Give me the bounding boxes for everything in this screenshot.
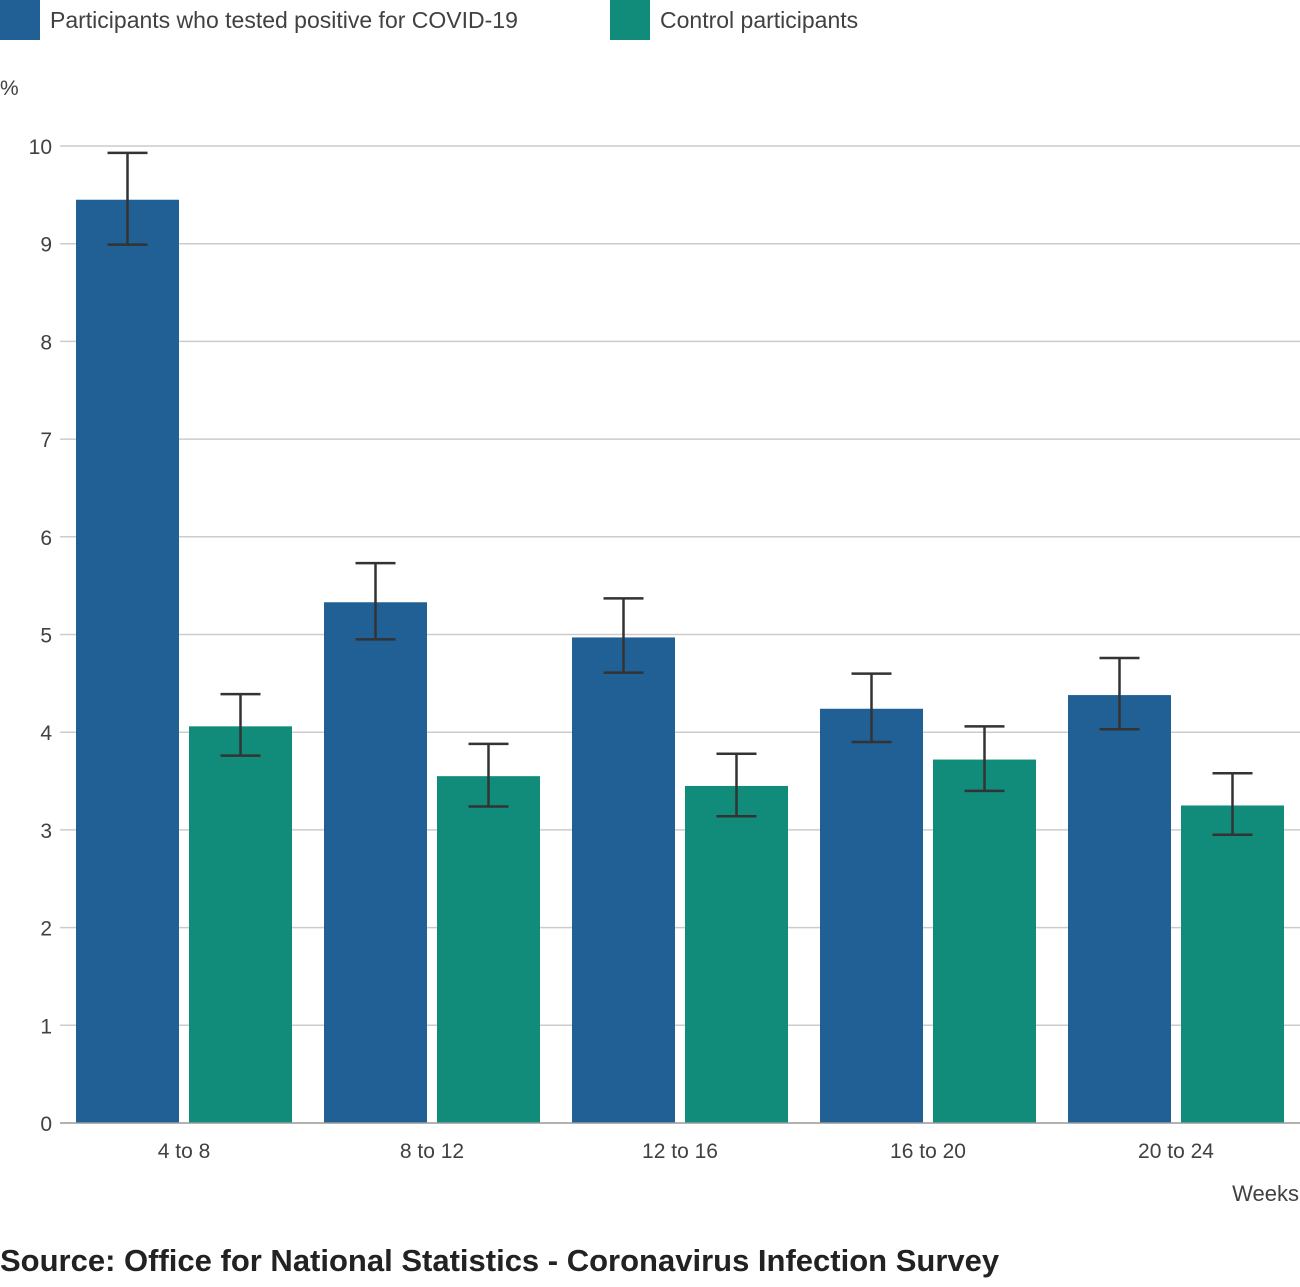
x-tick-label-4: 20 to 24 [1138,1140,1214,1163]
y-tick-label-2: 2 [40,918,52,941]
y-tick-label-6: 6 [40,527,52,550]
x-tick-label-0: 4 to 8 [158,1140,211,1163]
bar-control-4 [1181,805,1284,1123]
bar-positive-4 [1068,695,1171,1123]
y-tick-label-1: 1 [40,1015,52,1038]
source-note: Source: Office for National Statistics -… [0,1243,1000,1278]
bar-positive-0 [76,199,179,1124]
bar-positive-2 [572,637,675,1123]
legend-item-control: Control participants [610,0,858,40]
legend-swatch-positive [0,0,40,40]
y-tick-label-9: 9 [40,234,52,257]
y-tick-label-3: 3 [40,820,52,843]
y-tick-label-7: 7 [40,429,52,452]
legend-swatch-control [610,0,650,40]
legend-label-positive: Participants who tested positive for COV… [50,6,518,33]
y-tick-label-8: 8 [40,331,52,354]
y-tick-label-10: 10 [29,136,52,159]
legend: Participants who tested positive for COV… [0,0,1300,40]
y-tick-label-5: 5 [40,625,52,648]
x-tick-label-1: 8 to 12 [400,1140,464,1163]
bar-control-0 [189,726,292,1123]
y-axis-label: % [0,77,19,100]
y-tick-label-4: 4 [40,722,52,745]
bar-chart: % 0 1 2 3 4 5 6 7 8 9 10 4 to 8 8 to 12 12 to 16 16 to … [0,77,1300,1206]
legend-label-control: Control participants [660,6,859,33]
y-tick-label-0: 0 [40,1113,52,1136]
legend-item-positive: Participants who tested positive for COV… [0,0,518,40]
x-tick-label-2: 12 to 16 [642,1140,718,1163]
bar-positive-3 [820,708,923,1123]
bar-control-1 [437,776,540,1123]
x-axis-label: Weeks [1232,1181,1299,1206]
bar-control-2 [685,785,788,1123]
bar-positive-1 [324,602,427,1123]
bar-control-3 [933,759,1036,1123]
x-tick-label-3: 16 to 20 [890,1140,966,1163]
